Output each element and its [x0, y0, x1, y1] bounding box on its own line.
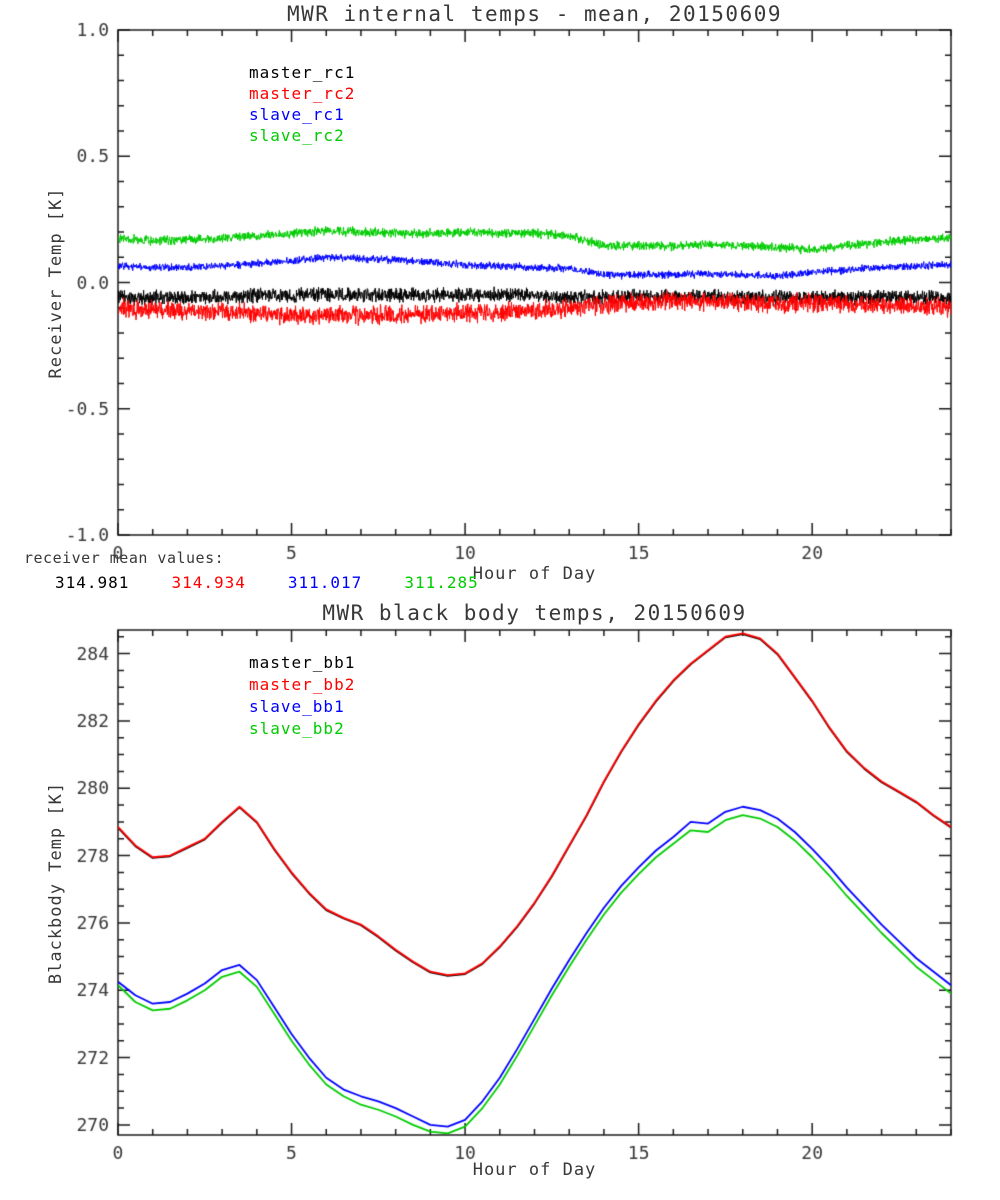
receiver-temps-y-axis-label: Receiver Temp [K]	[46, 187, 66, 379]
legend-item-master_bb2: master_bb2	[249, 675, 356, 694]
mean-value-0: 314.981	[55, 573, 130, 592]
mean-value-2: 311.017	[287, 573, 363, 592]
blackbody-temps-title: MWR black body temps, 20150609	[322, 601, 747, 625]
mean-value-1: 314.934	[171, 573, 246, 592]
mean-value-3: 311.285	[404, 573, 479, 592]
legend-item-slave_rc2: slave_rc2	[249, 126, 345, 145]
blackbody-temps-y-axis-label: Blackbody Temp [K]	[46, 781, 66, 985]
receiver-temps-title: MWR internal temps - mean, 20150609	[286, 2, 782, 26]
receiver-temps-plot-canvas	[0, 0, 1000, 600]
blackbody-temps-x-axis-label: Hour of Day	[472, 1160, 597, 1180]
legend-item-slave_bb2: slave_bb2	[249, 719, 345, 738]
legend-item-master_bb1: master_bb1	[249, 653, 356, 672]
receiver-mean-values: 314.981 314.934 311.017 311.285	[55, 573, 479, 592]
blackbody-temps-plot-canvas	[0, 600, 1000, 1200]
receiver-mean-values-label: receiver mean values:	[24, 549, 225, 567]
legend-item-slave_bb1: slave_bb1	[249, 697, 345, 716]
receiver-temps-x-axis-label: Hour of Day	[472, 564, 597, 584]
blackbody-temps-legend: master_bb1 master_bb2 slave_bb1 slave_bb2	[249, 652, 355, 740]
receiver-temps-legend: master_rc1 master_rc2 slave_rc1 slave_rc2	[249, 62, 355, 146]
legend-item-slave_rc1: slave_rc1	[249, 105, 345, 124]
legend-item-master_rc2: master_rc2	[249, 84, 356, 103]
legend-item-master_rc1: master_rc1	[249, 63, 356, 82]
